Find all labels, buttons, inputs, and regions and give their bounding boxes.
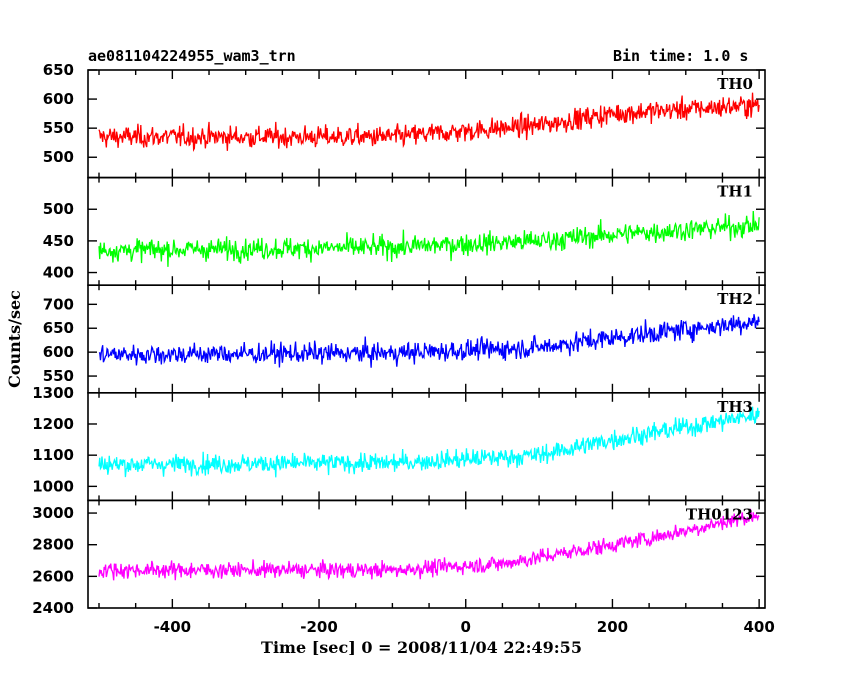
y-tick-label: 700 (43, 295, 74, 313)
y-tick-label: 3000 (32, 504, 74, 522)
series-line-th3 (98, 406, 760, 478)
x-tick-label: 400 (743, 618, 774, 636)
panel-label-th1: TH1 (717, 183, 753, 201)
series-line-th2 (98, 314, 760, 368)
series-line-th0123 (98, 508, 760, 581)
y-tick-label: 500 (43, 200, 74, 218)
y-tick-label: 450 (43, 232, 74, 250)
y-tick-label: 650 (43, 61, 74, 79)
y-tick-label: 1000 (32, 477, 74, 495)
y-tick-label: 400 (43, 264, 74, 282)
panel-frame-th1 (87, 176, 766, 287)
y-tick-label: 550 (43, 119, 74, 137)
y-tick-label: 600 (43, 90, 74, 108)
chart-title-right: Bin time: 1.0 s (613, 47, 749, 65)
y-tick-label: 2400 (32, 599, 74, 617)
panel-frame-th2 (87, 284, 766, 394)
y-axis-title: Counts/sec (5, 290, 24, 388)
panel-frame-th0 (87, 69, 766, 179)
panel-label-th3: TH3 (717, 398, 753, 416)
x-axis-title: Time [sec] 0 = 2008/11/04 22:49:55 (261, 638, 582, 657)
y-tick-label: 500 (43, 148, 74, 166)
panel-frame-th0123 (87, 499, 766, 609)
y-tick-label: 600 (43, 343, 74, 361)
series-line-th0 (98, 92, 760, 153)
y-tick-label: 2800 (32, 536, 74, 554)
x-tick-label: -200 (300, 618, 338, 636)
y-tick-label: 1100 (32, 446, 74, 464)
chart-title-left: ae081104224955_wam3_trn (88, 47, 296, 65)
x-tick-label: 0 (461, 618, 471, 636)
y-tick-label: 650 (43, 319, 74, 337)
y-tick-label: 2600 (32, 567, 74, 585)
y-tick-label: 550 (43, 367, 74, 385)
panel-label-th0: TH0 (717, 75, 753, 93)
series-line-th1 (98, 210, 760, 267)
panel-label-th2: TH2 (717, 290, 753, 308)
panel-label-th0123: TH0123 (686, 505, 753, 523)
x-tick-label: -400 (154, 618, 192, 636)
panel-frame-th3 (87, 391, 766, 502)
y-tick-label: 1300 (32, 384, 74, 402)
y-tick-label: 1200 (32, 415, 74, 433)
x-tick-label: 200 (597, 618, 628, 636)
